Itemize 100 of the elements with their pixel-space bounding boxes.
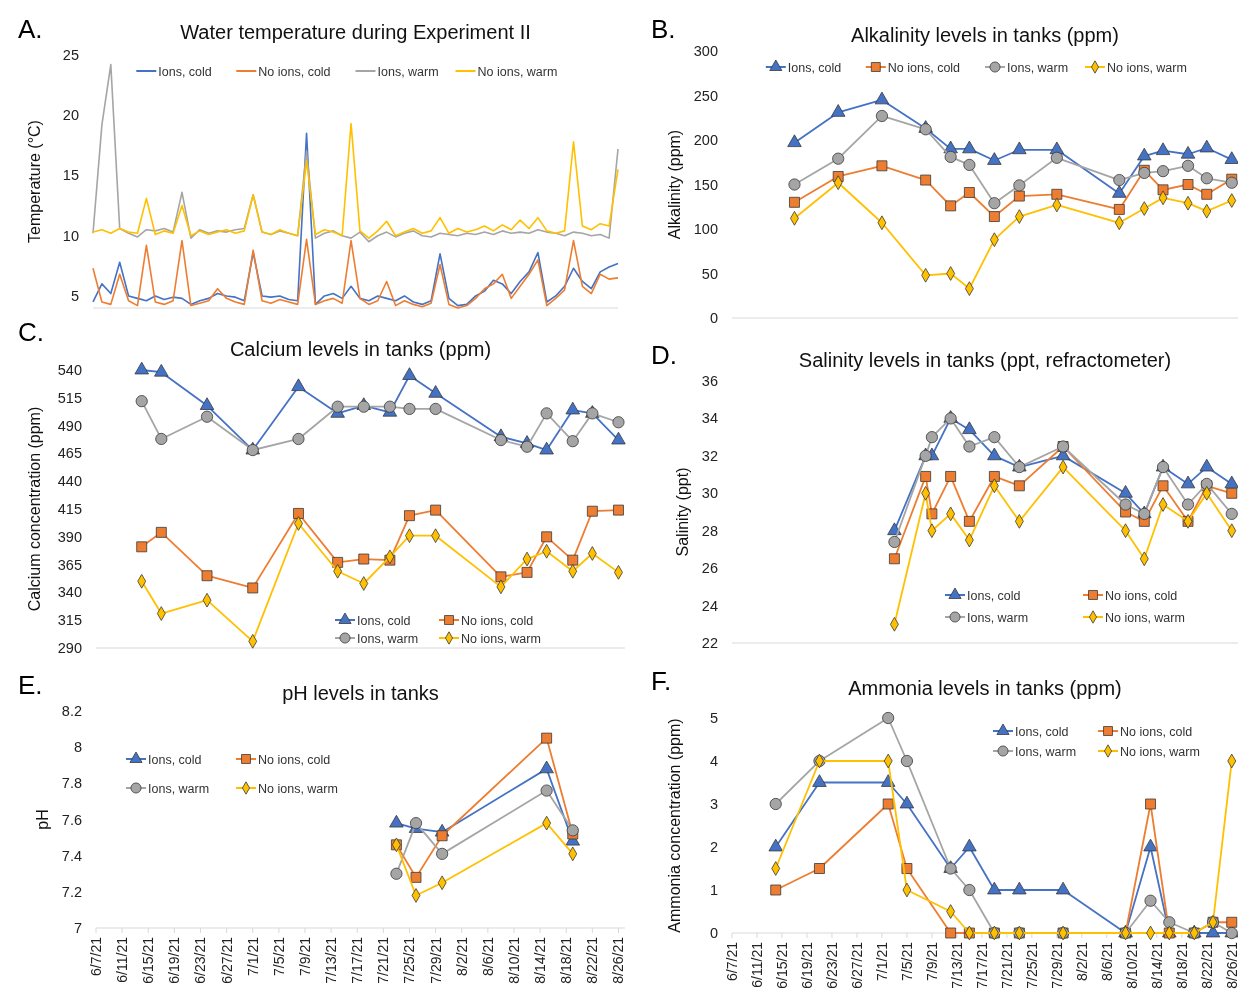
- y-tick-label: 7.4: [61, 847, 82, 864]
- text: E.: [18, 670, 43, 700]
- y-tick-label: 390: [57, 528, 82, 545]
- legend-label: No ions, cold: [1105, 588, 1178, 603]
- y-tick-label: 290: [57, 640, 82, 656]
- x-tick-label: 6/19/21: [166, 936, 183, 984]
- x-tick-label: 8/26/21: [610, 936, 627, 984]
- y-axis-title: Salinity (ppt): [674, 467, 691, 557]
- y-tick-label: 26: [701, 560, 718, 577]
- y-tick-label: 25: [62, 47, 79, 63]
- text: C.: [18, 317, 44, 347]
- legend-label: Ions, warm: [357, 631, 419, 646]
- x-tick-label: 7/25/21: [401, 936, 418, 984]
- x-tick-label: 6/7/21: [88, 936, 104, 976]
- y-tick-label: 5: [709, 710, 718, 726]
- y-tick-label: 515: [57, 389, 82, 406]
- y-axis-title: pH: [34, 809, 51, 830]
- text: F.: [651, 666, 672, 696]
- x-tick-label: 7/5/21: [898, 941, 915, 981]
- y-tick-label: 315: [57, 612, 82, 629]
- chart-title: Salinity levels in tanks (ppt, refractometer): [798, 349, 1172, 371]
- x-tick-label: 6/27/21: [848, 941, 865, 989]
- y-tick-label: 20: [62, 107, 79, 124]
- x-tick-label: 7/29/21: [427, 936, 444, 984]
- x-tick-label: 7/13/21: [323, 936, 340, 984]
- chart-title: Calcium levels in tanks (ppm): [229, 338, 492, 360]
- x-tick-label: 8/18/21: [1173, 941, 1190, 989]
- y-tick-label: 7.2: [61, 883, 82, 900]
- y-tick-label: 490: [57, 417, 82, 434]
- legend-label: Ions, warm: [377, 64, 439, 79]
- chart-title: Ammonia levels in tanks (ppm): [848, 677, 1122, 699]
- y-tick-label: 2: [709, 839, 718, 855]
- x-tick-label: 7/21/21: [375, 936, 392, 984]
- legend-label: Ions, cold: [1015, 724, 1069, 739]
- chart-title: pH levels in tanks: [282, 682, 439, 704]
- y-tick-label: 7.8: [61, 775, 82, 792]
- y-tick-label: 22: [701, 635, 718, 651]
- y-tick-label: 8: [73, 739, 82, 756]
- y-tick-label: 34: [701, 410, 718, 427]
- legend-label: Ions, cold: [787, 60, 842, 75]
- y-tick-label: 5: [70, 287, 79, 304]
- legend-label: Ions, cold: [357, 613, 411, 628]
- y-axis-title: Ammonia concentration (ppm): [666, 718, 683, 933]
- x-tick-label: 8/6/21: [479, 936, 496, 976]
- text: B.: [651, 14, 676, 44]
- legend-label: Ions, warm: [148, 781, 210, 796]
- x-tick-label: 8/2/21: [453, 936, 470, 976]
- x-tick-label: 7/17/21: [973, 941, 990, 989]
- x-tick-label: 7/1/21: [873, 941, 890, 981]
- y-tick-label: 50: [701, 265, 718, 282]
- y-tick-label: 8.2: [61, 703, 82, 719]
- legend-label: Ions, cold: [148, 752, 202, 767]
- x-tick-label: 8/14/21: [1148, 941, 1165, 989]
- x-tick-label: 8/22/21: [1198, 941, 1215, 989]
- text: D.: [651, 340, 677, 370]
- legend-label: No ions, cold: [258, 752, 331, 767]
- x-tick-label: 6/11/21: [114, 936, 131, 983]
- y-tick-label: 30: [701, 485, 718, 502]
- y-tick-label: 340: [57, 584, 82, 601]
- y-tick-label: 465: [57, 445, 82, 462]
- x-tick-label: 6/15/21: [140, 936, 157, 984]
- y-tick-label: 36: [701, 373, 718, 389]
- y-tick-label: 0: [709, 310, 718, 326]
- x-tick-label: 7/9/21: [296, 936, 313, 976]
- x-tick-label: 8/22/21: [584, 936, 601, 984]
- y-axis-title: Alkalinity (ppm): [666, 129, 683, 240]
- legend-label: No ions, warm: [477, 64, 558, 79]
- x-tick-label: 7/5/21: [270, 936, 287, 976]
- x-tick-label: 8/14/21: [532, 936, 549, 984]
- y-tick-label: 250: [693, 87, 718, 104]
- legend-label: No ions, cold: [461, 613, 534, 628]
- legend-label: Ions, cold: [158, 64, 212, 79]
- x-tick-label: 6/19/21: [798, 941, 815, 989]
- x-tick-label: 8/10/21: [1123, 941, 1140, 989]
- legend-label: Ions, warm: [1007, 60, 1069, 75]
- x-tick-label: 8/18/21: [558, 936, 575, 984]
- y-tick-label: 540: [57, 362, 82, 378]
- y-tick-label: 3: [709, 796, 718, 812]
- x-tick-label: 7/21/21: [998, 941, 1015, 989]
- y-tick-label: 28: [701, 522, 718, 539]
- legend-label: No ions, warm: [1107, 60, 1187, 75]
- x-tick-label: 6/15/21: [773, 941, 790, 989]
- x-tick-label: 6/27/21: [218, 936, 235, 984]
- y-axis-title: Temperature (°C): [26, 120, 43, 243]
- y-tick-label: 415: [57, 501, 82, 517]
- y-tick-label: 300: [693, 43, 718, 59]
- chart-title: Alkalinity levels in tanks (ppm): [851, 24, 1119, 46]
- x-tick-label: 7/13/21: [948, 941, 965, 989]
- y-tick-label: 10: [62, 227, 79, 244]
- y-tick-label: 1: [709, 882, 718, 898]
- y-tick-label: 365: [57, 556, 82, 573]
- legend-label: No ions, warm: [258, 781, 338, 796]
- y-tick-label: 7: [73, 920, 82, 936]
- x-tick-label: 8/10/21: [505, 936, 522, 984]
- x-tick-label: 6/23/21: [192, 936, 209, 984]
- y-tick-label: 24: [701, 597, 718, 614]
- x-tick-label: 7/17/21: [349, 936, 366, 984]
- legend-label: No ions, cold: [258, 64, 331, 79]
- y-tick-label: 32: [701, 447, 718, 464]
- chart-title: Water temperature during Experiment II: [180, 21, 531, 43]
